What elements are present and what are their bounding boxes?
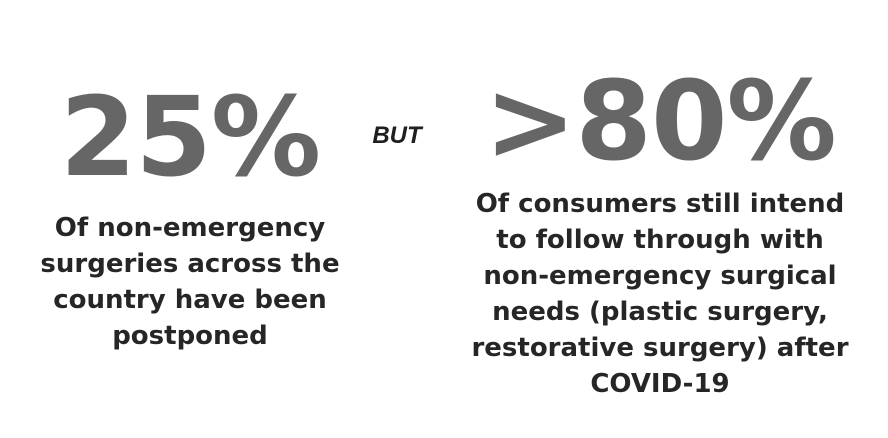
left-stat-description: Of non-emergency surgeries across the co… — [40, 213, 340, 351]
right-stat-value: >80% — [484, 57, 836, 185]
connector-word: BUT — [372, 122, 422, 149]
left-stat-value: 25% — [59, 73, 321, 201]
right-stat-description: Of consumers still intend to follow thro… — [471, 189, 849, 399]
